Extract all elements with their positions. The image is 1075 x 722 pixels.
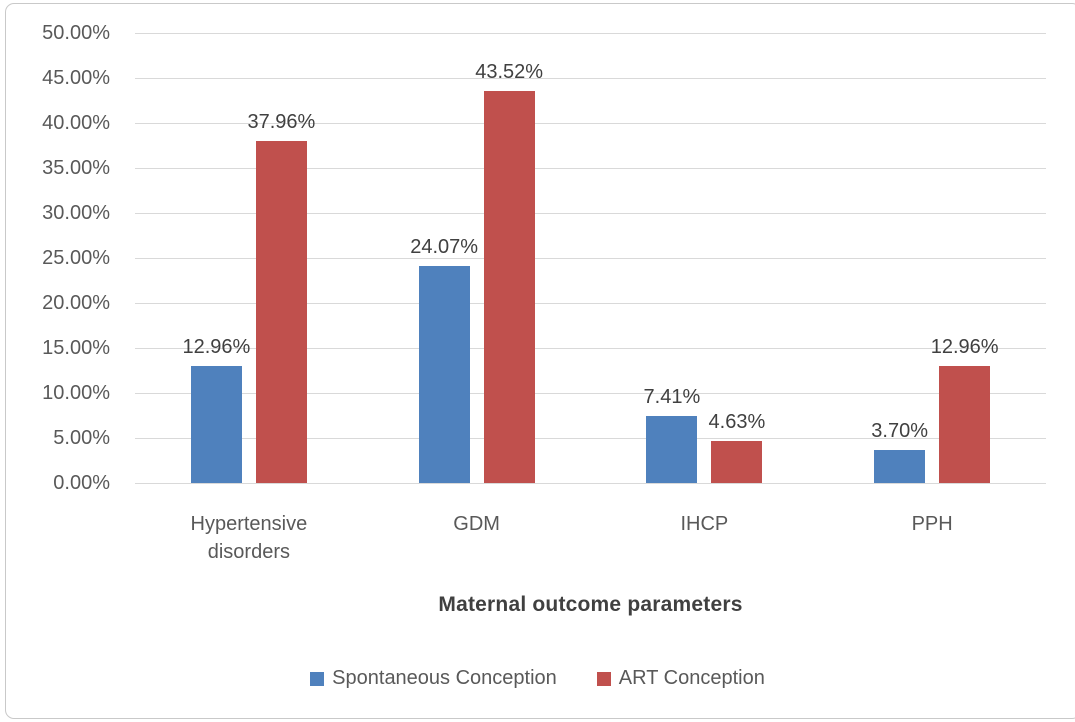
- y-axis-tick-text: 15.00%: [42, 337, 110, 359]
- bar-group-hypertensive-disorders: 12.96% 37.96%: [135, 33, 363, 483]
- legend-item-spontaneous-conception: Spontaneous Conception: [310, 667, 557, 690]
- bar-art-conception-gdm: 43.52%: [475, 61, 543, 483]
- category-text: IHCP: [680, 513, 729, 535]
- legend-color-swatch: [596, 671, 611, 686]
- y-axis-tick-text: 25.00%: [42, 247, 110, 269]
- gridline: [135, 482, 1046, 484]
- bar-spontaneous-conception-pph: 3.70%: [871, 420, 928, 483]
- gridline: [135, 77, 1046, 79]
- bar-art-conception-ihcp: 4.63%: [709, 411, 765, 483]
- gridline: [135, 392, 1046, 394]
- y-axis: 0.00% 5.00% 10.00% 15.00% 20.00% 25.00% 30.00%…: [0, 22, 110, 494]
- y-axis-tick-label: 50.00%: [0, 21, 110, 45]
- category-text: PPH: [911, 513, 953, 535]
- bar-value-label: 3.70%: [871, 419, 928, 442]
- y-axis-tick-text: 10.00%: [42, 382, 110, 404]
- x-axis-title: Maternal outcome parameters: [438, 593, 743, 616]
- legend-color-swatch: [310, 671, 325, 686]
- y-axis-tick-text: 40.00%: [42, 112, 110, 134]
- bar-value-label: 12.96%: [182, 336, 251, 359]
- y-axis-tick-label: 45.00%: [0, 66, 110, 90]
- y-axis-tick-text: 5.00%: [53, 427, 110, 449]
- bar-art-conception-pph: 12.96%: [931, 336, 999, 483]
- bar-value-label: 12.96%: [930, 336, 999, 359]
- bar-art-conception-hypertensive-disorders: 37.96%: [247, 111, 315, 483]
- x-axis-category-label-hypertensive-disorders: Hypertensive disorders: [135, 483, 363, 566]
- y-axis-tick-text: 0.00%: [53, 472, 110, 494]
- bar-value-label: 4.63%: [708, 411, 766, 434]
- y-axis-tick-text: 50.00%: [42, 22, 110, 44]
- bar-value-label: 7.41%: [643, 386, 701, 409]
- y-axis-tick-text: 30.00%: [42, 202, 110, 224]
- y-axis-tick-label: 25.00%: [0, 246, 110, 270]
- legend-label: ART Conception: [618, 667, 765, 689]
- bar-spontaneous-conception-gdm: 24.07%: [410, 236, 478, 483]
- x-axis-category-labels: Hypertensive disorders GDM IHCP PPH: [135, 483, 1046, 566]
- plot-area: 12.96% 37.96% 24.07% 43.52% 7.41% 4.63% 3.70% 1…: [135, 32, 1046, 484]
- x-axis-category-label-ihcp: IHCP: [591, 483, 819, 566]
- bar-group-ihcp: 7.41% 4.63%: [591, 33, 819, 483]
- gridline: [135, 167, 1046, 169]
- gridline: [135, 212, 1046, 214]
- y-axis-tick-label: 40.00%: [0, 111, 110, 135]
- gridline: [135, 122, 1046, 124]
- gridline: [135, 302, 1046, 304]
- legend: Spontaneous Conception ART Conception: [0, 667, 1075, 690]
- y-axis-tick-label: 10.00%: [0, 381, 110, 405]
- y-axis-tick-label: 20.00%: [0, 291, 110, 315]
- y-axis-tick-label: 0.00%: [0, 471, 110, 495]
- bar-spontaneous-conception-ihcp: 7.41%: [644, 386, 700, 483]
- y-axis-tick-text: 20.00%: [42, 292, 110, 314]
- y-axis-tick-text: 45.00%: [42, 67, 110, 89]
- bar-series-area: 12.96% 37.96% 24.07% 43.52% 7.41% 4.63% 3.70% 1…: [135, 33, 1046, 483]
- bar-spontaneous-conception-hypertensive-disorders: 12.96%: [182, 336, 250, 483]
- legend-label: Spontaneous Conception: [332, 667, 557, 689]
- bar-group-gdm: 24.07% 43.52%: [363, 33, 591, 483]
- x-axis-category-label-gdm: GDM: [363, 483, 591, 566]
- y-axis-tick-label: 5.00%: [0, 426, 110, 450]
- gridline: [135, 347, 1046, 349]
- bar-value-label: 24.07%: [410, 236, 479, 259]
- gridline: [135, 32, 1046, 34]
- bar-value-label: 37.96%: [247, 111, 316, 134]
- y-axis-tick-label: 35.00%: [0, 156, 110, 180]
- gridline: [135, 437, 1046, 439]
- bar-group-pph: 3.70% 12.96%: [818, 33, 1046, 483]
- bar-value-label: 43.52%: [475, 61, 544, 84]
- gridline: [135, 257, 1046, 259]
- x-axis-category-label-pph: PPH: [818, 483, 1046, 566]
- category-text: GDM: [453, 513, 500, 535]
- y-axis-tick-text: 35.00%: [42, 157, 110, 179]
- category-text: Hypertensive disorders: [190, 513, 308, 563]
- y-axis-tick-label: 15.00%: [0, 336, 110, 360]
- y-axis-tick-label: 30.00%: [0, 201, 110, 225]
- legend-item-art-conception: ART Conception: [596, 667, 765, 690]
